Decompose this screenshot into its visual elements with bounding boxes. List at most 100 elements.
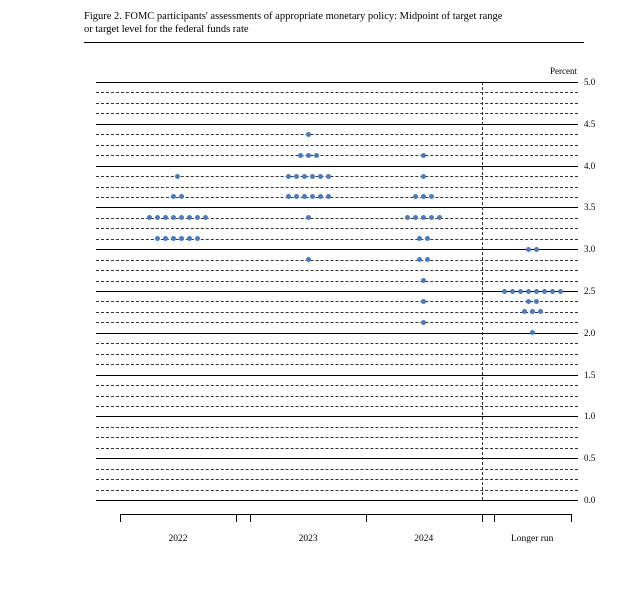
data-dot (155, 236, 160, 241)
gridline-minor (96, 145, 578, 146)
gridline-minor (96, 469, 578, 470)
gridline-minor (96, 448, 578, 449)
data-dot (294, 194, 299, 199)
data-dot (534, 289, 539, 294)
gridline-minor (96, 155, 578, 156)
x-axis-line (120, 514, 571, 515)
data-dot (318, 174, 323, 179)
gridline-minor (96, 239, 578, 240)
x-tick-label: 2024 (414, 534, 433, 544)
gridline-minor (96, 364, 578, 365)
data-dot (195, 215, 200, 220)
data-dot (526, 299, 531, 304)
data-dot (530, 309, 535, 314)
data-dot (425, 236, 430, 241)
gridline-major (96, 124, 578, 125)
y-axis-title: Percent (550, 66, 577, 76)
data-dot (171, 215, 176, 220)
data-dot (187, 215, 192, 220)
data-dot (417, 236, 422, 241)
data-dot (179, 194, 184, 199)
y-tick-label: 5.0 (584, 77, 595, 87)
gridline-minor (96, 134, 578, 135)
data-dot (306, 257, 311, 262)
gridline-minor (96, 218, 578, 219)
data-dot (421, 278, 426, 283)
data-dot (413, 215, 418, 220)
data-dot (195, 236, 200, 241)
gridline-minor (96, 427, 578, 428)
data-dot (171, 236, 176, 241)
data-dot (155, 215, 160, 220)
data-dot (421, 174, 426, 179)
column-separator (482, 82, 483, 500)
data-dot (302, 194, 307, 199)
gridline-minor (96, 479, 578, 480)
gridline-major (96, 333, 578, 334)
data-dot (429, 215, 434, 220)
gridline-minor (96, 260, 578, 261)
data-dot (318, 194, 323, 199)
x-tick (494, 514, 495, 522)
gridline-minor (96, 354, 578, 355)
gridline-minor (96, 113, 578, 114)
data-dot (550, 289, 555, 294)
data-dot (294, 174, 299, 179)
y-tick-label: 3.0 (584, 244, 595, 254)
gridline-minor (96, 187, 578, 188)
gridline-minor (96, 396, 578, 397)
data-dot (421, 215, 426, 220)
y-tick-label: 4.5 (584, 119, 595, 129)
x-tick (571, 514, 572, 522)
gridline-major (96, 500, 578, 501)
data-dot (310, 174, 315, 179)
data-dot (187, 236, 192, 241)
x-tick (120, 514, 121, 522)
data-dot (298, 153, 303, 158)
data-dot (437, 215, 442, 220)
data-dot (306, 215, 311, 220)
data-dot (179, 215, 184, 220)
data-dot (286, 174, 291, 179)
gridline-minor (96, 385, 578, 386)
gridline-major (96, 416, 578, 417)
data-dot (306, 153, 311, 158)
x-tick (482, 514, 483, 522)
caption-rule (84, 42, 584, 43)
data-dot (326, 194, 331, 199)
gridline-major (96, 166, 578, 167)
data-dot (518, 289, 523, 294)
gridline-minor (96, 197, 578, 198)
data-dot (530, 330, 535, 335)
gridline-major (96, 375, 578, 376)
caption-line-2: or target level for the federal funds ra… (84, 24, 249, 35)
data-dot (413, 194, 418, 199)
gridline-minor (96, 176, 578, 177)
data-dot (310, 194, 315, 199)
data-dot (306, 132, 311, 137)
gridline-minor (96, 281, 578, 282)
x-tick-label: 2023 (299, 534, 318, 544)
data-dot (526, 289, 531, 294)
gridline-minor (96, 322, 578, 323)
data-dot (163, 236, 168, 241)
data-dot (526, 247, 531, 252)
data-dot (522, 309, 527, 314)
data-dot (425, 257, 430, 262)
caption-line-1: Figure 2. FOMC participants' assessments… (84, 11, 502, 22)
data-dot (421, 194, 426, 199)
data-dot (175, 174, 180, 179)
gridline-minor (96, 103, 578, 104)
gridline-minor (96, 228, 578, 229)
data-dot (163, 215, 168, 220)
gridline-minor (96, 437, 578, 438)
y-tick-label: 0.5 (584, 453, 595, 463)
data-dot (534, 247, 539, 252)
gridline-minor (96, 312, 578, 313)
y-tick-label: 3.5 (584, 202, 595, 212)
gridline-major (96, 249, 578, 250)
dot-plot (96, 82, 578, 500)
x-tick (236, 514, 237, 522)
data-dot (510, 289, 515, 294)
data-dot (429, 194, 434, 199)
